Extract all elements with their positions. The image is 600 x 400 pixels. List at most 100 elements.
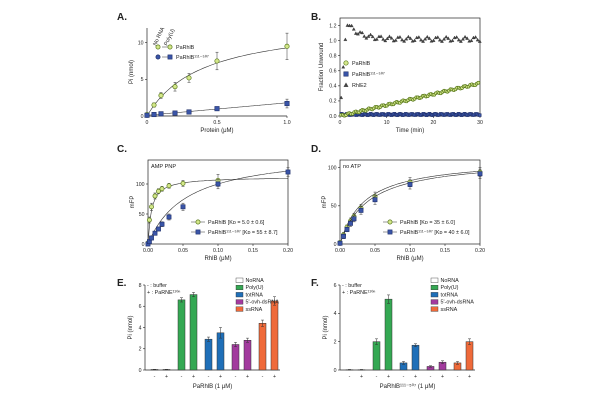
x-tick-label: 0.10 — [405, 248, 415, 254]
data-point-mutant — [478, 113, 482, 117]
sign-label: + — [192, 374, 195, 380]
data-point — [341, 233, 346, 239]
x-axis-label: PaRhlB¹¹¹⁻⁵⁰⁷ (1 μM) — [380, 383, 436, 390]
y-tick-label: 100 — [136, 182, 145, 188]
data-point — [337, 240, 343, 246]
legend-label: PaRhlB [Kᴅ = 5.0 ± 0.6] — [208, 220, 265, 226]
y-tick-label: 0 — [139, 368, 142, 374]
data-point — [172, 84, 178, 90]
data-point — [186, 109, 192, 115]
buffer-legend: + : PaRNE¹¹⁰ⁿ — [147, 290, 180, 296]
data-point — [166, 214, 172, 220]
data-point — [214, 58, 220, 64]
panel-d: 0.00 0.05 0.10 0.15 0.20 0 50 100 RhlB (μM) mFP no… — [322, 159, 485, 262]
bar — [231, 344, 240, 371]
data-point-rhle2 — [402, 39, 407, 43]
legend-label: NoRNA — [246, 278, 265, 284]
x-tick-label: 0.20 — [475, 248, 485, 254]
x-tick-label: 1.0 — [283, 120, 290, 126]
legend-label: PaRhlB¹¹¹⁻⁵⁰⁷ — [176, 55, 209, 61]
data-point-rhle2 — [425, 34, 430, 39]
bar — [270, 300, 279, 371]
data-point — [477, 171, 483, 177]
legend-swatch — [235, 292, 244, 298]
data-point-rhle2 — [339, 95, 344, 100]
data-point-rhle2 — [349, 23, 354, 28]
data-point-rhle2 — [421, 39, 425, 43]
buffer-legend: + : PaRNE¹¹⁰ⁿ — [342, 290, 375, 296]
bar — [465, 341, 474, 371]
x-axis-label: Time (min) — [396, 128, 424, 134]
y-tick-label: 4 — [334, 311, 337, 317]
data-point-rhle2 — [400, 37, 404, 42]
data-point-rhle2 — [477, 39, 482, 43]
legend-marker-no-rna — [155, 44, 161, 50]
legend-label: totRNA — [246, 292, 264, 298]
legend-label: ssRNA — [246, 307, 263, 313]
x-tick-label: 0.05 — [178, 248, 188, 254]
legend-swatch — [430, 299, 439, 305]
data-point-wt — [476, 80, 481, 85]
legend-label: PaRhlB [Kᴅ = 35 ± 6.0] — [400, 220, 455, 226]
data-point-rhle2 — [446, 36, 451, 40]
assay-condition: AMP PNP — [151, 164, 176, 170]
data-point-rhle2 — [358, 30, 362, 34]
legend-label: NoRNA — [441, 278, 460, 284]
data-point-rhle2 — [454, 35, 459, 39]
data-point-rhle2 — [469, 38, 474, 42]
data-point-rhle2 — [419, 38, 423, 42]
legend-swatch — [430, 277, 439, 283]
legend-swatch — [235, 306, 244, 312]
data-point-rhle2 — [463, 34, 467, 39]
data-point — [172, 110, 178, 116]
sign-label: - — [262, 374, 264, 380]
data-point — [285, 169, 291, 175]
data-point-rhle2 — [444, 34, 449, 39]
x-axis-label: RhlB (μM) — [396, 256, 423, 262]
data-point-rhle2 — [387, 34, 392, 38]
data-point-rhle2 — [356, 32, 360, 36]
panel-label-d: D. — [311, 144, 321, 155]
y-tick-label: 0 — [142, 242, 145, 248]
sign-label: + — [360, 374, 363, 380]
bar — [372, 341, 381, 371]
data-point — [151, 112, 157, 118]
data-point-rhle2 — [417, 35, 421, 39]
sign-label: - — [376, 374, 378, 380]
data-point — [158, 92, 164, 99]
legend-label: Poly(U) — [441, 285, 459, 291]
data-point — [156, 226, 161, 232]
data-point — [146, 217, 152, 223]
x-tick-label: 0.00 — [335, 248, 345, 254]
y-axis-label: Pi (nmol) — [323, 315, 329, 339]
sign-label: - — [181, 374, 183, 380]
y-tick-label: 6 — [139, 304, 142, 310]
y-tick-label: 0 — [334, 368, 337, 374]
y-axis-label: mFP — [322, 196, 328, 209]
sign-label: - — [154, 374, 156, 380]
data-point — [151, 102, 157, 108]
data-point-rhle2 — [423, 37, 428, 41]
panel-f: 0 2 4 6 Pi (nmol) - + - + - + - + - + PaRhlB¹¹¹⁻⁵⁰⁷ (1 … — [323, 277, 475, 390]
panel-label-e: E. — [117, 278, 127, 289]
y-tick-label: 5 — [141, 77, 144, 83]
y-axis-label: Pi (nmol) — [129, 60, 135, 84]
legend-swatch — [430, 292, 439, 298]
y-tick-label: 0 — [334, 242, 337, 248]
data-point — [180, 180, 186, 186]
sign-label: - — [457, 374, 459, 380]
data-point-rhle2 — [438, 38, 442, 42]
sign-label: - — [403, 374, 405, 380]
data-point — [159, 221, 165, 227]
y-tick-label: 0.8 — [329, 53, 336, 59]
y-tick-label: 50 — [331, 204, 337, 210]
data-point-rhle2 — [351, 27, 356, 31]
bar — [216, 332, 225, 371]
y-axis-label: Pi (nmol) — [128, 315, 134, 339]
legend-label: 5'-ovh-dsRNA — [246, 300, 280, 306]
data-point — [166, 183, 172, 189]
sign-label: - — [349, 374, 351, 380]
data-point-rhle2 — [345, 23, 350, 27]
